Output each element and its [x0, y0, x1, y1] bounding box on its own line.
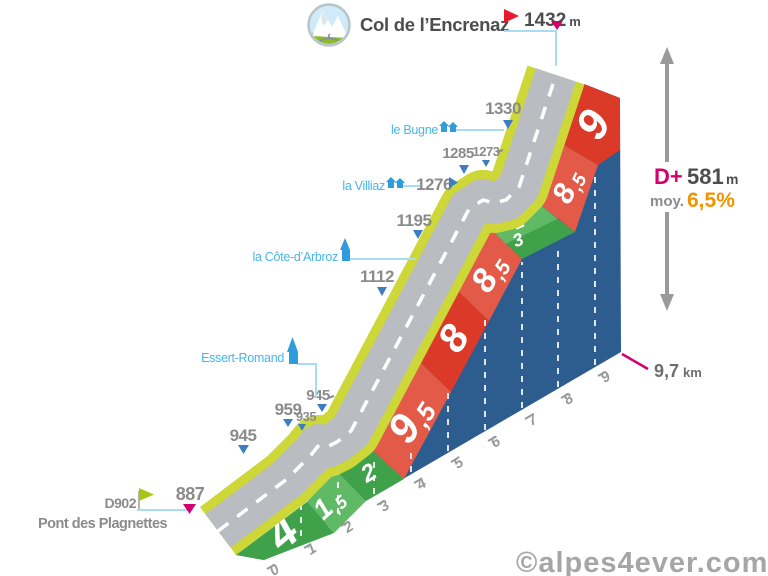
start-road-label: D902	[105, 495, 137, 511]
place-le-bugne: le Bugne	[391, 123, 438, 137]
km-label-8: 8	[560, 389, 577, 408]
houses-icon	[386, 177, 405, 188]
marker-triangle-935	[298, 424, 306, 431]
km-tick-5	[450, 457, 459, 463]
vertical-double-arrow-icon	[660, 47, 674, 311]
elevation-1195: 1195	[397, 211, 432, 230]
distance-marker: 9,7 km	[621, 352, 702, 381]
km-label-1: 1	[303, 540, 319, 559]
start-elevation: 887	[176, 484, 205, 504]
marker-triangle-1112	[377, 287, 387, 296]
gain-value: 581	[687, 164, 724, 189]
km-label-4: 4	[413, 474, 431, 494]
km-tick-3	[376, 500, 385, 506]
gain-unit: m	[726, 171, 738, 187]
elevation-1276: 1276	[416, 175, 452, 194]
marker-triangle-1273	[482, 160, 490, 167]
elevation-945b: 945	[306, 387, 330, 404]
marker-triangle-945b	[317, 404, 327, 412]
gain-label: D+	[654, 164, 683, 189]
segment-4	[236, 502, 334, 560]
segment-3-small	[506, 219, 575, 259]
road-centerline	[216, 74, 558, 533]
distance-pointer-line	[621, 352, 649, 371]
marker-triangle-959	[283, 419, 293, 427]
dash-945b	[327, 395, 335, 399]
total-distance: 9,7 km	[654, 361, 702, 381]
elevation-1112: 1112	[360, 267, 394, 286]
km-label-7: 7	[524, 410, 541, 429]
summit-connector	[504, 30, 557, 66]
church-icon	[287, 337, 298, 364]
summit-triangle	[551, 21, 563, 30]
start-place-label: Pont des Plagnettes	[38, 516, 168, 532]
houses-icon	[439, 121, 458, 132]
segment-9	[564, 84, 620, 165]
green-flag-icon	[139, 488, 154, 501]
marker-triangle-945a	[238, 445, 249, 454]
place-essert-romand: Essert-Romand	[201, 351, 284, 365]
segment-8-5-upper	[542, 145, 598, 232]
elevation-945a: 945	[230, 426, 257, 445]
church-icon	[340, 238, 350, 261]
km-grid-lines	[300, 170, 596, 536]
dash-1273	[496, 149, 504, 153]
elevation-1330: 1330	[485, 99, 521, 118]
connector-essert-romand	[297, 363, 317, 398]
gradient-band	[236, 84, 620, 560]
mountain-badge-icon	[307, 3, 351, 47]
elevation-markers: 945 959 935 945 1112 1195 1276 1285 1273…	[230, 99, 521, 454]
marker-triangle-1195	[413, 230, 423, 239]
km-tick-7	[524, 414, 533, 420]
start-marker: D902 Pont des Plagnettes 887	[38, 484, 205, 532]
km-tick-2	[340, 521, 349, 527]
avg-value: 6,5%	[687, 189, 735, 212]
road	[199, 65, 585, 555]
km-label-6: 6	[487, 432, 504, 451]
page-title: Col de l’Encrenaz	[360, 14, 509, 35]
marker-triangle-1276	[449, 177, 458, 188]
km-label-3: 3	[376, 496, 393, 515]
summit-elevation: 1432 m	[524, 10, 581, 31]
avg-label: moy.	[650, 193, 684, 210]
place-la-villiaz: la Villiaz	[342, 179, 385, 193]
km-tick-8	[560, 393, 569, 399]
watermark: ©alpes4ever.com	[516, 547, 768, 576]
km-tick-4	[413, 478, 422, 484]
elevation-935: 935	[296, 409, 316, 424]
km-label-2: 2	[340, 517, 358, 537]
km-tick-9	[597, 371, 606, 377]
segment-9-5	[373, 362, 451, 479]
km-label-0: 0	[266, 560, 283, 576]
elevation-1285: 1285	[442, 145, 474, 162]
header: Col de l’Encrenaz 1432 m	[307, 3, 581, 66]
red-flag-icon	[504, 9, 519, 23]
start-triangle	[183, 504, 196, 514]
km-label-5: 5	[450, 453, 467, 472]
segment-2-small	[491, 206, 558, 244]
km-tick-0	[266, 564, 275, 570]
marker-triangle-1285	[459, 165, 469, 174]
elevation-959: 959	[275, 400, 302, 419]
place-cote-darbroz: la Côte-d’Arbroz	[252, 250, 338, 264]
km-tick-6	[487, 436, 496, 442]
segment-8-5-lower	[458, 229, 522, 321]
segment-8	[420, 291, 489, 392]
place-labels: Essert-Romand la Côte-d’Arbroz la Villia…	[201, 121, 504, 398]
marker-triangle-1330	[503, 120, 513, 129]
km-label-9: 9	[597, 367, 614, 386]
km-tick-1	[303, 543, 312, 549]
stats-panel: D+ 581 m moy. 6,5%	[650, 47, 738, 311]
elevation-1273: 1273	[473, 144, 500, 159]
